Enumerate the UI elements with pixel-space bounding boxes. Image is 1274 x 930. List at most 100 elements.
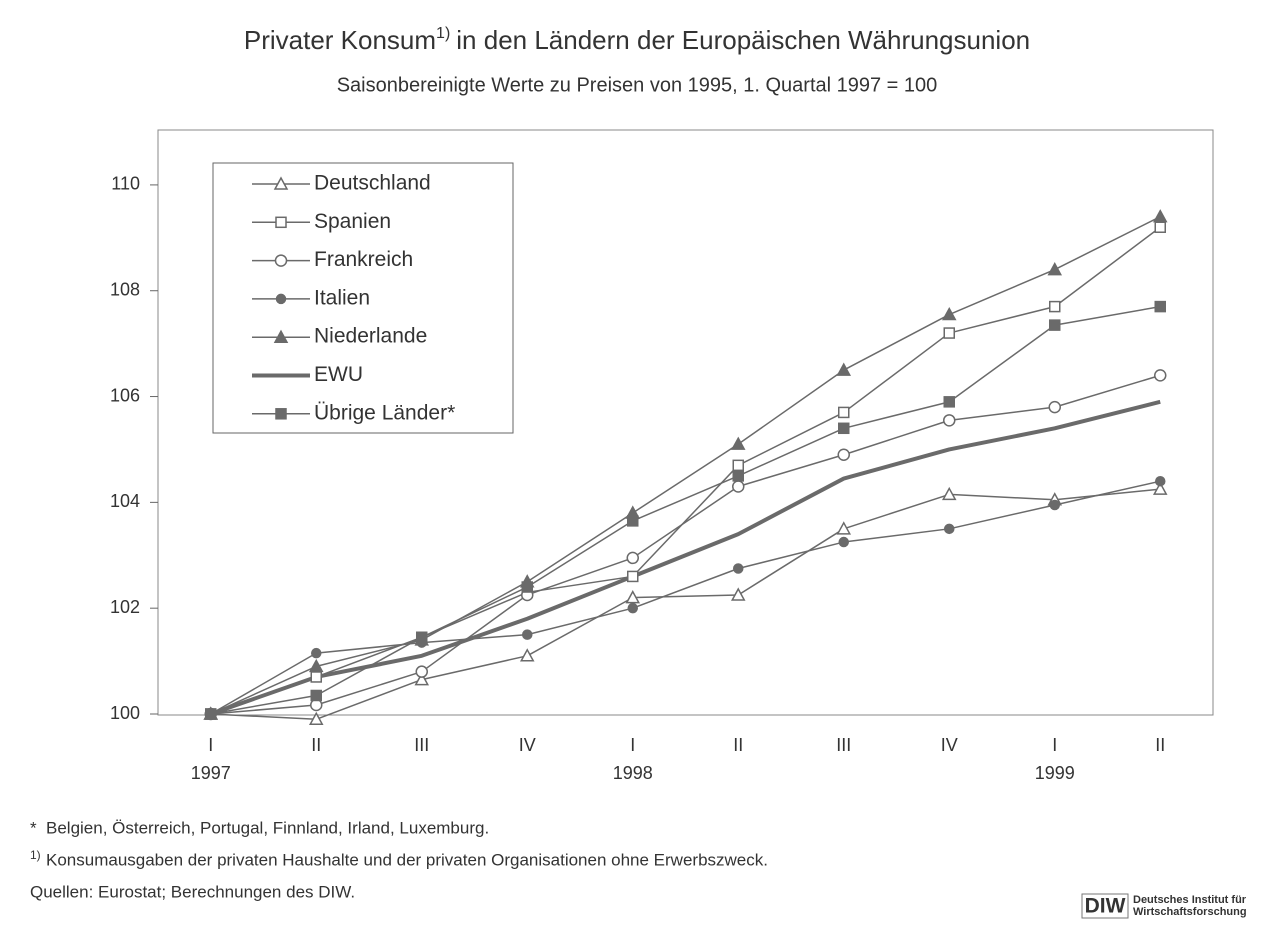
footnote-mark: * — [30, 818, 37, 837]
marker — [1049, 300, 1061, 313]
x-tick-label: II — [311, 735, 321, 755]
legend-label: EWU — [314, 363, 363, 386]
marker — [626, 551, 639, 565]
marker — [1152, 481, 1168, 495]
footnote-mark: 1) — [30, 848, 41, 862]
marker — [627, 570, 639, 583]
logo-short: DIW — [1085, 895, 1126, 918]
marker — [1049, 319, 1061, 331]
x-tick-label: I — [630, 735, 635, 755]
marker — [627, 515, 639, 527]
x-tick-label: IV — [941, 735, 958, 755]
legend-marker — [274, 254, 288, 267]
marker — [943, 396, 955, 408]
x-tick-label: III — [414, 735, 429, 755]
marker — [1152, 209, 1168, 223]
marker — [732, 459, 744, 472]
marker — [944, 523, 955, 535]
series-line — [210, 374, 1161, 715]
marker — [733, 563, 744, 574]
logo-box — [1081, 893, 1129, 919]
x-year-label: 1999 — [1035, 763, 1075, 783]
marker — [943, 414, 956, 427]
legend-label: Deutschland — [314, 172, 431, 195]
marker — [308, 711, 324, 726]
marker — [1047, 261, 1063, 276]
legend-marker — [273, 176, 289, 190]
marker — [1049, 499, 1060, 511]
marker — [837, 448, 850, 461]
marker — [519, 648, 535, 662]
logo-line: Wirtschaftsforschung — [1133, 906, 1247, 918]
y-tick-label: 106 — [110, 385, 140, 405]
x-tick-label: IV — [519, 735, 536, 755]
marker — [205, 708, 217, 720]
footnote-text: Quellen: Eurostat; Berechnungen des DIW. — [30, 882, 355, 901]
logo-line: Deutsches Institut für — [1133, 894, 1247, 906]
x-tick-label: II — [733, 735, 743, 755]
y-tick-label: 104 — [110, 491, 140, 511]
series-line — [210, 480, 1161, 715]
marker — [941, 486, 957, 501]
marker — [627, 602, 638, 614]
chart-title: Privater Konsum1) in den Ländern der Euro… — [244, 25, 1030, 55]
marker — [1154, 300, 1166, 313]
marker — [836, 521, 852, 535]
series-line — [210, 305, 1161, 715]
marker — [625, 590, 641, 604]
y-tick-label: 110 — [111, 174, 140, 194]
plot-frame — [157, 129, 1214, 716]
legend-box — [212, 162, 514, 434]
marker — [415, 665, 428, 678]
legend-label: Italien — [314, 286, 370, 309]
marker — [730, 436, 746, 450]
series-line — [210, 488, 1161, 721]
marker — [521, 581, 533, 593]
marker — [522, 629, 533, 640]
marker — [1155, 475, 1166, 487]
legend-label: Übrige Länder* — [314, 401, 455, 424]
marker — [1154, 221, 1166, 233]
marker — [730, 587, 746, 601]
x-year-label: 1997 — [191, 763, 231, 783]
marker — [836, 362, 852, 376]
y-tick-label: 102 — [110, 597, 140, 617]
legend-marker — [275, 408, 287, 420]
footnotes: * Belgien, Österreich, Portugal, Finnland… — [30, 818, 768, 901]
marker — [1154, 369, 1167, 382]
legend-marker — [275, 216, 287, 229]
legend-label: Niederlande — [314, 325, 427, 348]
x-tick-label: I — [1052, 735, 1057, 755]
footnote-text: Belgien, Österreich, Portugal, Finnland,… — [46, 818, 489, 837]
marker — [1048, 400, 1061, 414]
marker — [838, 406, 850, 419]
marker — [310, 689, 322, 702]
legend-marker — [275, 293, 287, 305]
legend-label: Frankreich — [314, 248, 413, 271]
marker — [311, 647, 322, 659]
chart-subtitle: Saisonbereinigte Werte zu Preisen von 19… — [337, 74, 938, 96]
marker — [838, 422, 850, 435]
title-main: Privater Konsum — [244, 25, 436, 55]
marker — [308, 658, 324, 673]
marker — [416, 631, 428, 644]
footnote-text: Konsumausgaben der privaten Haushalte un… — [46, 850, 768, 869]
title-note: 1) — [436, 25, 450, 42]
x-tick-label: I — [208, 735, 213, 755]
title-rest: in den Ländern der Europäischen Währungs… — [456, 25, 1030, 55]
series-line — [210, 215, 1161, 715]
marker — [943, 327, 955, 339]
marker — [414, 672, 430, 686]
y-tick-label: 108 — [110, 279, 140, 299]
legend-marker — [273, 329, 289, 343]
series-line — [210, 226, 1161, 715]
x-year-label: 1998 — [613, 763, 653, 783]
marker — [732, 470, 744, 482]
marker — [732, 480, 745, 493]
x-tick-label: III — [836, 735, 851, 755]
x-tick-label: II — [1155, 735, 1165, 755]
legend-label: Spanien — [314, 210, 391, 233]
marker — [310, 671, 322, 683]
